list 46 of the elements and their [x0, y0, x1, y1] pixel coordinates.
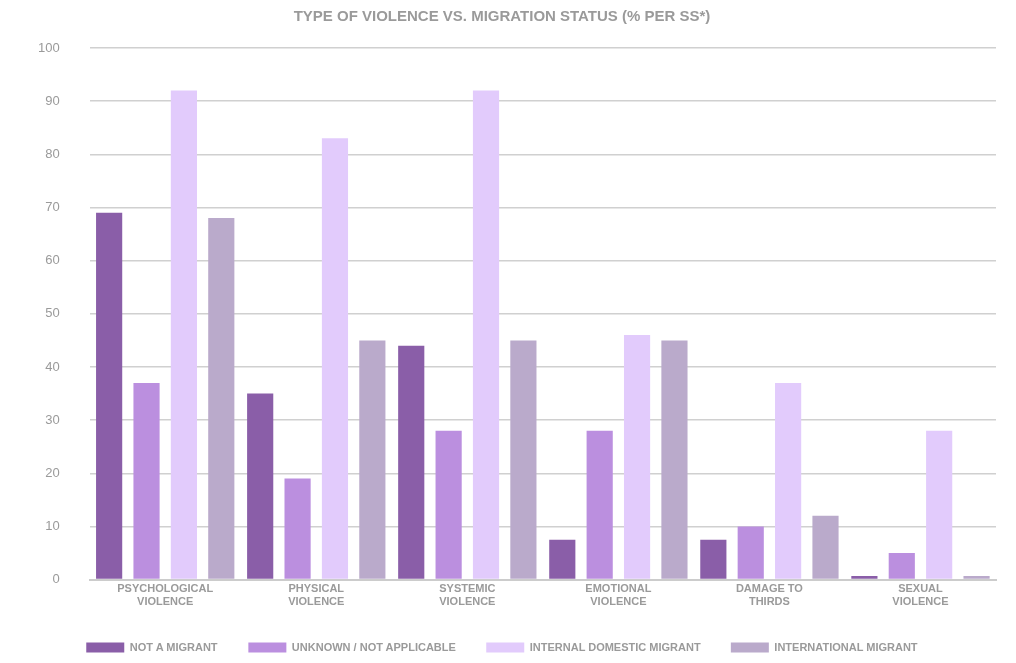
bar: [208, 218, 235, 579]
bar: [96, 212, 123, 579]
y-tick-label: 70: [45, 199, 60, 215]
bar: [926, 430, 953, 579]
legend-label: UNKNOWN / NOT APPLICABLE: [291, 640, 456, 653]
bar: [888, 553, 915, 579]
x-tick-label: SEXUAL VIOLENCE: [892, 582, 949, 608]
bar: [549, 539, 576, 579]
bar: [398, 345, 425, 579]
x-tick-label: PHYSICAL VIOLENCE: [288, 582, 345, 608]
bar: [700, 539, 727, 579]
bar: [661, 340, 688, 579]
bar: [133, 382, 160, 579]
legend-label: INTERNATIONAL MIGRANT: [774, 640, 918, 653]
y-tick-label: 100: [37, 39, 60, 55]
y-tick-label: 10: [45, 518, 60, 534]
bar: [321, 138, 349, 579]
y-tick-label: 40: [45, 358, 60, 374]
x-tick-label: SYSTEMIC VIOLENCE: [439, 582, 496, 608]
y-tick-label: 90: [45, 92, 60, 108]
x-tick-label: DAMAGE TO THIRDS: [735, 582, 804, 608]
legend-label: INTERNAL DOMESTIC MIGRANT: [529, 640, 701, 653]
bar: [775, 382, 802, 579]
bar: [586, 430, 613, 579]
bar: [247, 393, 274, 579]
bar: [170, 90, 197, 579]
bar: [472, 90, 500, 579]
y-tick-label: 20: [45, 464, 60, 480]
bar: [737, 526, 764, 579]
bar: [435, 430, 462, 579]
bar: [284, 478, 311, 579]
y-tick-label: 0: [52, 571, 60, 587]
y-tick-label: 30: [45, 411, 60, 427]
x-tick-label: EMOTIONAL VIOLENCE: [585, 582, 652, 608]
chart-title: TYPE OF VIOLENCE VS. MIGRATION STATUS (% PER SS*): [293, 7, 711, 25]
x-tick-label: PSYCHOLOGICAL VIOLENCE: [117, 582, 214, 608]
bar: [851, 575, 878, 579]
bar: [812, 515, 839, 579]
bar: [359, 340, 386, 579]
y-tick-label: 50: [45, 305, 60, 321]
legend-label: NOT A MIGRANT: [129, 640, 218, 653]
bar: [510, 340, 537, 579]
bar: [623, 335, 651, 579]
y-tick-label: 80: [45, 145, 60, 161]
bar: [963, 575, 990, 579]
y-tick-label: 60: [45, 252, 60, 268]
